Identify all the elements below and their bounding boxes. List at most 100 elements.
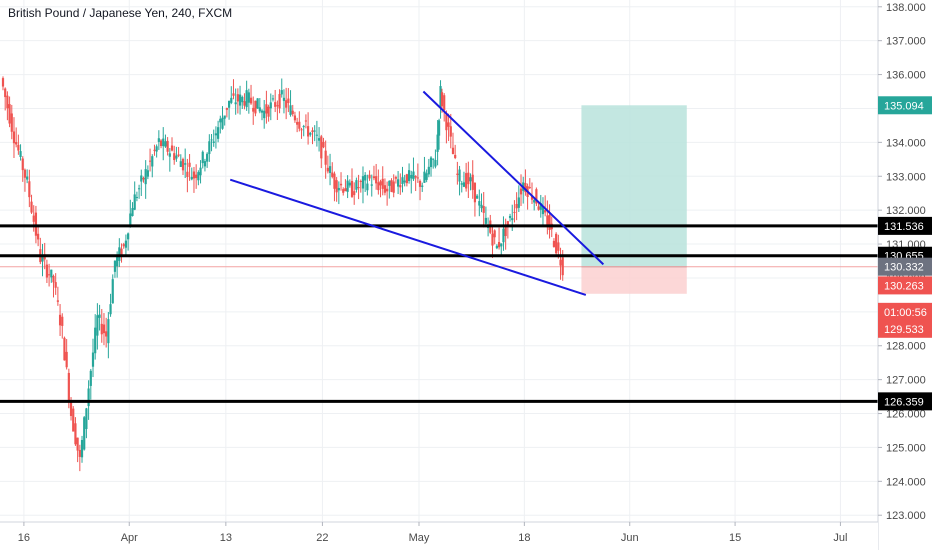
candle-body (427, 166, 430, 175)
candle-body (118, 247, 121, 261)
candle-body (307, 126, 310, 137)
candle-body (181, 158, 185, 171)
candle-body (469, 177, 472, 182)
candle-body (164, 141, 167, 147)
candle-body (234, 102, 237, 105)
candle-body (317, 138, 321, 141)
candle-body (146, 170, 149, 177)
candle-body (484, 217, 487, 224)
candle-body (541, 206, 545, 215)
candle-body (109, 304, 112, 315)
candle-body (212, 141, 215, 143)
chart-title: British Pound / Japanese Yen, 240, FXCM (8, 6, 233, 20)
price-label-box (878, 302, 932, 321)
stop-zone[interactable] (581, 266, 687, 294)
candle-body (364, 174, 367, 181)
candle-body (339, 183, 343, 186)
candle-body (537, 206, 540, 210)
candle-body (462, 182, 466, 187)
candle-body (254, 100, 257, 114)
candle-body (56, 300, 59, 302)
candle-body (454, 154, 457, 158)
price-label-text: 130.263 (884, 280, 924, 292)
candle-body (379, 181, 382, 186)
price-label-box (878, 257, 932, 276)
x-tick-label: May (409, 532, 430, 544)
x-tick-label: 22 (316, 532, 328, 544)
candle-body (263, 110, 266, 119)
candle-body (74, 423, 77, 445)
y-tick-label: 138.000 (886, 2, 926, 14)
candle-body (447, 122, 450, 127)
candle-body (276, 105, 279, 107)
trendline[interactable] (422, 90, 605, 266)
price-label-text: 01:00:56 (884, 307, 927, 319)
candle-body (304, 120, 308, 122)
candle-body (410, 174, 413, 179)
candle-body (508, 216, 512, 218)
candle-body (320, 136, 323, 159)
target-zone[interactable] (581, 105, 687, 267)
candle-body (197, 172, 200, 181)
candle-body (50, 269, 53, 278)
candle-body (214, 133, 218, 136)
candle-body (19, 151, 22, 157)
candle-body (173, 153, 176, 161)
candle-body (252, 107, 255, 112)
candle-body (72, 408, 75, 432)
candle-body (28, 181, 31, 198)
candle-body (120, 248, 123, 257)
candle-body (437, 120, 441, 136)
y-tick-label: 123.000 (886, 510, 926, 522)
candle-body (502, 228, 505, 243)
candle-body (557, 242, 560, 251)
candle-body (467, 172, 470, 185)
candle-body (495, 245, 498, 249)
candle-body (425, 173, 428, 180)
candle-body (544, 210, 547, 213)
candle-body (546, 215, 549, 228)
candle-body (267, 106, 270, 117)
candle-body (432, 158, 435, 160)
price-label-text: 130.332 (884, 262, 924, 274)
candle-body (78, 449, 81, 457)
candle-body (179, 161, 182, 167)
candle-body (418, 180, 422, 187)
candle-body (405, 174, 408, 184)
candle-body (353, 191, 356, 196)
candle-body (439, 86, 442, 107)
candle-body (142, 177, 145, 180)
candle-body (208, 141, 211, 155)
candle-body (346, 180, 349, 192)
candle-body (480, 204, 483, 209)
price-label-text: 126.359 (884, 396, 924, 408)
candle-body (372, 176, 376, 179)
candle-body (412, 171, 415, 180)
candle-body (399, 185, 402, 188)
y-tick-label: 136.000 (886, 70, 926, 82)
candle-body (241, 96, 244, 103)
candle-body (287, 98, 290, 104)
price-label-text: 135.094 (884, 100, 924, 112)
candle-body (210, 139, 213, 141)
candle-body (359, 180, 362, 182)
trendline[interactable] (229, 178, 587, 296)
candle-body (203, 161, 207, 167)
candle-body (407, 170, 411, 181)
candle-body (52, 275, 55, 283)
candle-body (245, 90, 248, 108)
candle-body (471, 174, 474, 190)
candle-body (238, 94, 242, 106)
candle-body (1, 78, 5, 87)
candle-body (8, 104, 11, 124)
candle-body (493, 230, 496, 238)
candle-body (368, 174, 371, 179)
candle-body (206, 153, 209, 162)
candle-body (285, 100, 288, 108)
candle-body (131, 208, 134, 217)
candle-body (225, 108, 228, 110)
y-tick-label: 132.000 (886, 205, 926, 217)
candle-body (89, 370, 92, 386)
